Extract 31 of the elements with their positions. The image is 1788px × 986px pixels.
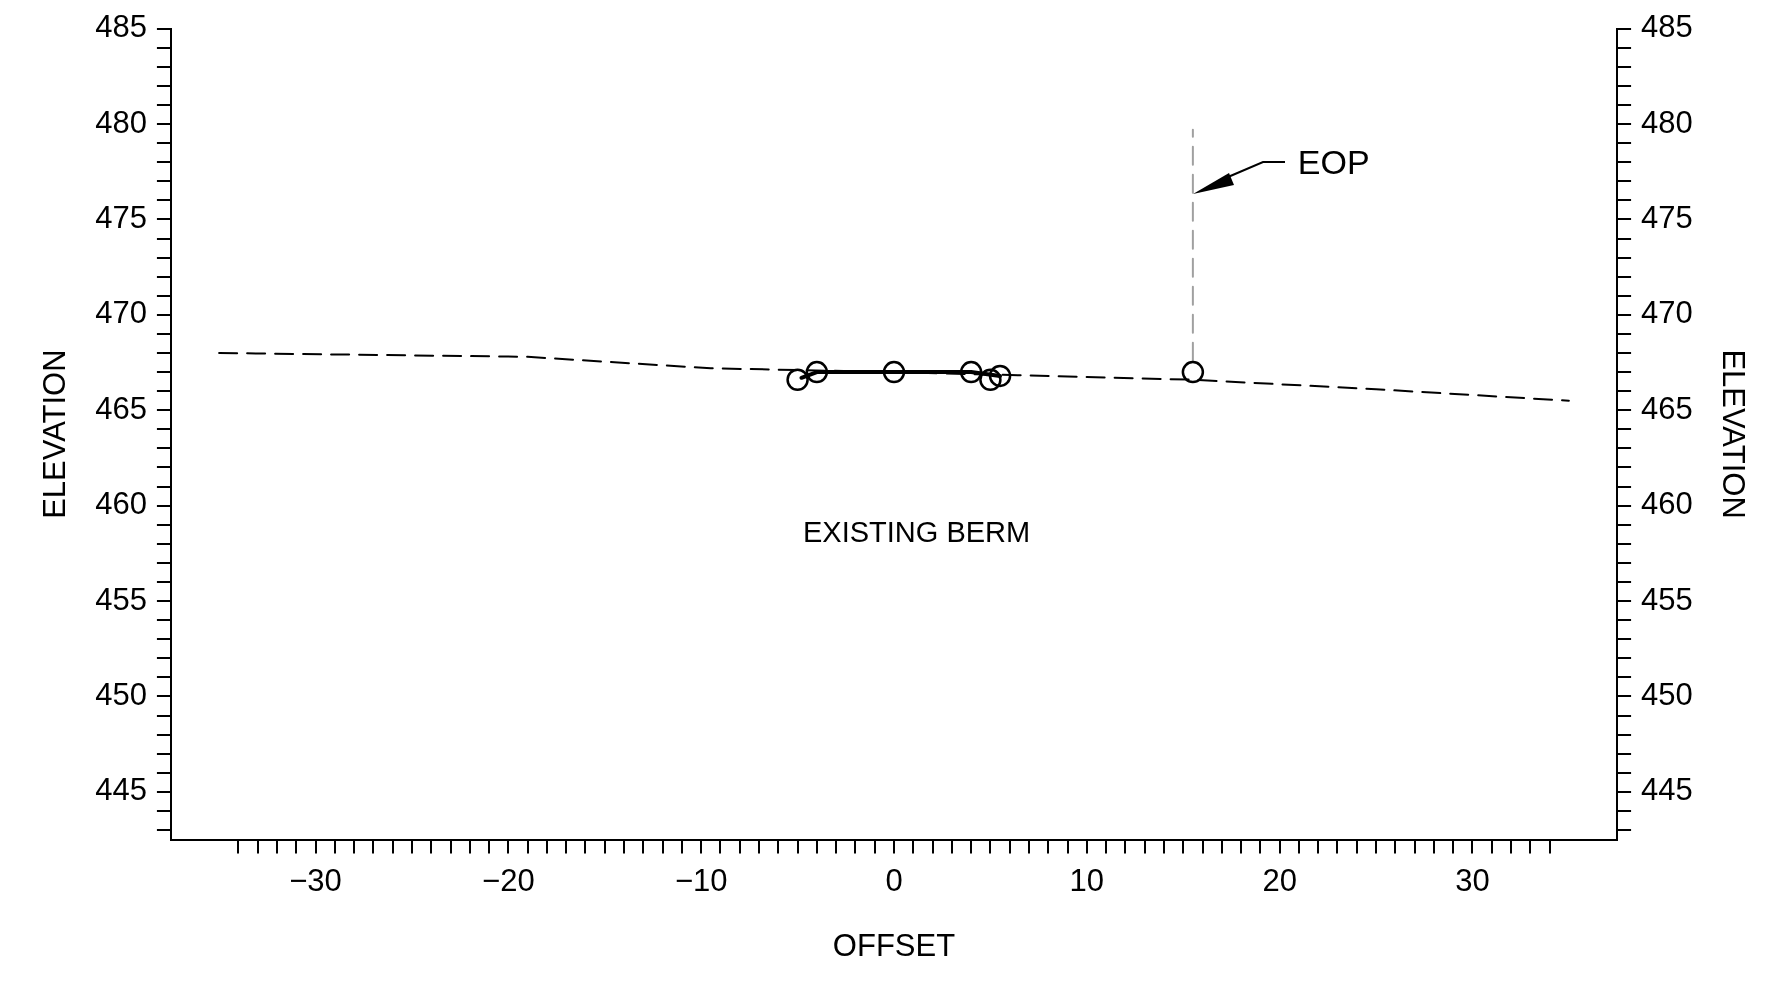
y2-tick-label: 465: [1641, 390, 1693, 426]
y2-tick-label: 460: [1641, 486, 1693, 522]
y2-tick-label: 445: [1641, 772, 1693, 808]
y-tick-label: 445: [95, 772, 147, 808]
y2-tick-label: 485: [1641, 9, 1693, 45]
x-tick-label: −20: [482, 862, 535, 898]
y-tick-label: 450: [95, 677, 147, 713]
y2-tick-label: 450: [1641, 677, 1693, 713]
line-series: [218, 352, 1570, 402]
y2-tick-label: 455: [1641, 581, 1693, 617]
y-tick-label: 485: [95, 9, 147, 45]
y-tick-label: 465: [95, 390, 147, 426]
x-tick-label: −30: [289, 862, 342, 898]
x-tick-label: 10: [1069, 862, 1105, 898]
annotation: EOP: [1297, 143, 1370, 182]
y-tick-label: 480: [95, 104, 147, 140]
x-tick-label: 20: [1262, 862, 1297, 898]
x-tick-label: 0: [885, 862, 903, 898]
x-tick-label: 30: [1455, 862, 1490, 898]
y2-axis-title: ELEVATION: [1715, 349, 1751, 519]
y2-tick-label: 480: [1641, 104, 1693, 140]
annotation: EXISTING BERM: [803, 516, 1031, 549]
y-tick-label: 470: [95, 295, 147, 331]
y2-tick-label: 475: [1641, 199, 1693, 235]
x-tick-label: −10: [674, 862, 728, 898]
y2-tick-label: 470: [1641, 295, 1693, 331]
y-tick-label: 475: [95, 199, 147, 235]
y-tick-label: 460: [95, 486, 147, 522]
y-axis-title: ELEVATION: [37, 349, 73, 519]
y-tick-label: 455: [95, 581, 147, 617]
x-axis-title: OFFSET: [832, 927, 956, 963]
